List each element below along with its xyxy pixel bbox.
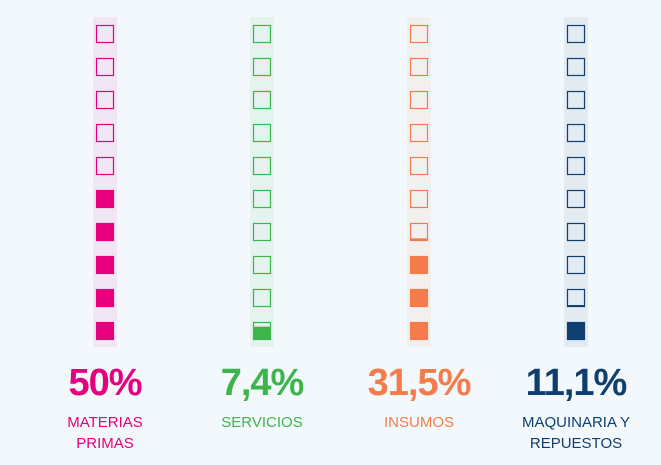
cell-outline	[95, 123, 115, 143]
cell-outline	[95, 57, 115, 77]
cell-outline	[566, 255, 586, 275]
cell-outline	[409, 24, 429, 44]
cell-outline	[95, 24, 115, 44]
cell-outline	[252, 222, 272, 242]
cell-fill	[96, 289, 114, 307]
cell-outline	[566, 189, 586, 209]
cell-outline	[566, 90, 586, 110]
cell-outline	[252, 57, 272, 77]
cell-outline	[409, 123, 429, 143]
cell-fill	[567, 305, 585, 307]
cell-fill	[96, 322, 114, 340]
cell-outline	[566, 57, 586, 77]
cell-outline	[252, 24, 272, 44]
value-label: 7,4%	[220, 362, 305, 404]
cell-outline	[95, 156, 115, 176]
cell-fill	[410, 238, 428, 241]
category-label: MAQUINARIA Y REPUESTOS	[521, 414, 631, 452]
category-label: MATERIAS PRIMAS	[67, 414, 143, 452]
value-label: 31,5%	[367, 362, 472, 404]
cell-outline	[252, 156, 272, 176]
category-label: SERVICIOS	[221, 414, 303, 431]
cell-outline	[566, 222, 586, 242]
cell-fill	[96, 256, 114, 274]
cell-outline	[252, 123, 272, 143]
cell-outline	[566, 24, 586, 44]
cell-fill	[253, 326, 271, 340]
cell-fill	[410, 256, 428, 274]
cell-fill	[410, 322, 428, 340]
cell-outline	[566, 156, 586, 176]
cell-outline	[409, 189, 429, 209]
cell-fill	[410, 289, 428, 307]
cell-outline	[409, 90, 429, 110]
value-label: 50%	[68, 362, 142, 404]
cell-fill	[567, 322, 585, 340]
cell-outline	[409, 57, 429, 77]
cell-outline	[252, 255, 272, 275]
cell-outline	[252, 189, 272, 209]
category-label: INSUMOS	[383, 414, 454, 431]
cell-outline	[252, 288, 272, 308]
cell-outline	[409, 156, 429, 176]
cell-fill	[96, 190, 114, 208]
cell-outline	[566, 123, 586, 143]
value-label: 11,1%	[525, 362, 628, 404]
cell-outline	[252, 90, 272, 110]
cell-outline	[95, 90, 115, 110]
cell-fill	[96, 223, 114, 241]
